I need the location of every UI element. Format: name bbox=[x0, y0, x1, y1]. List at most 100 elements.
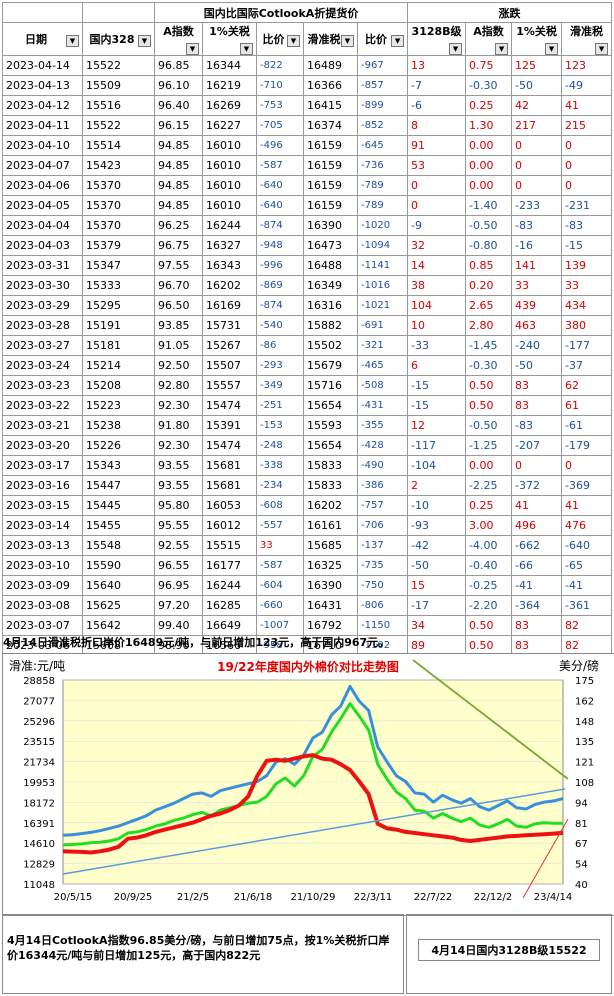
column-header[interactable]: 滑准税 ▼ bbox=[561, 22, 613, 56]
column-header[interactable]: 滑准税 ▼ bbox=[303, 22, 358, 56]
table-cell[interactable]: 16010 bbox=[202, 135, 257, 156]
table-cell[interactable]: -640 bbox=[256, 175, 304, 196]
table-cell[interactable]: -0.40 bbox=[465, 555, 513, 576]
table-cell[interactable]: -66 bbox=[511, 555, 563, 576]
table-cell[interactable]: -16 bbox=[511, 235, 563, 256]
table-cell[interactable]: 16244 bbox=[202, 215, 257, 236]
table-cell[interactable]: 91.80 bbox=[154, 415, 203, 436]
table-cell[interactable]: 16344 bbox=[202, 55, 257, 76]
table-cell[interactable]: -0.30 bbox=[465, 355, 513, 376]
table-cell[interactable]: 97.20 bbox=[154, 595, 203, 616]
table-cell[interactable]: 2023-03-10 bbox=[2, 555, 83, 576]
table-cell[interactable]: 0.50 bbox=[465, 395, 513, 416]
table-cell[interactable]: -2.25 bbox=[465, 475, 513, 496]
table-cell[interactable]: 34 bbox=[407, 615, 467, 636]
table-cell[interactable]: -508 bbox=[356, 375, 409, 396]
table-cell[interactable]: -705 bbox=[256, 115, 304, 136]
table-cell[interactable]: -996 bbox=[256, 255, 304, 276]
table-cell[interactable]: 92.55 bbox=[154, 535, 203, 556]
table-cell[interactable]: 15455 bbox=[82, 515, 155, 536]
table-cell[interactable]: -369 bbox=[561, 475, 613, 496]
table-cell[interactable]: 1.30 bbox=[465, 115, 513, 136]
table-cell[interactable]: 15333 bbox=[82, 275, 155, 296]
table-cell[interactable]: -789 bbox=[356, 195, 409, 216]
column-header[interactable]: A指数 ▼ bbox=[154, 22, 203, 56]
table-cell[interactable]: 0.25 bbox=[465, 95, 513, 116]
table-cell[interactable]: 16431 bbox=[303, 595, 358, 616]
table-cell[interactable]: 2023-04-07 bbox=[2, 155, 83, 176]
table-cell[interactable]: 92.50 bbox=[154, 355, 203, 376]
table-cell[interactable]: -753 bbox=[256, 95, 304, 116]
table-cell[interactable]: 83 bbox=[511, 375, 563, 396]
table-cell[interactable]: 2.65 bbox=[465, 295, 513, 316]
table-cell[interactable]: 61 bbox=[561, 395, 613, 416]
table-cell[interactable]: 15181 bbox=[82, 335, 155, 356]
filter-dropdown-icon[interactable]: ▼ bbox=[391, 35, 405, 47]
table-cell[interactable]: 93.55 bbox=[154, 475, 203, 496]
table-cell[interactable]: -2.20 bbox=[465, 595, 513, 616]
table-cell[interactable]: 92.30 bbox=[154, 395, 203, 416]
table-cell[interactable]: -645 bbox=[356, 135, 409, 156]
table-cell[interactable]: -41 bbox=[561, 575, 613, 596]
table-cell[interactable]: 2023-03-29 bbox=[2, 295, 83, 316]
table-cell[interactable]: 15214 bbox=[82, 355, 155, 376]
table-cell[interactable]: 2023-03-20 bbox=[2, 435, 83, 456]
table-cell[interactable]: 16159 bbox=[303, 175, 358, 196]
table-cell[interactable]: 96.15 bbox=[154, 115, 203, 136]
table-cell[interactable]: 96.40 bbox=[154, 95, 203, 116]
table-cell[interactable]: 15509 bbox=[82, 75, 155, 96]
column-header[interactable]: 1%关税 ▼ bbox=[511, 22, 563, 56]
table-cell[interactable]: 125 bbox=[511, 55, 563, 76]
table-cell[interactable]: 95.55 bbox=[154, 515, 203, 536]
table-cell[interactable]: 62 bbox=[561, 375, 613, 396]
table-cell[interactable]: -234 bbox=[256, 475, 304, 496]
table-cell[interactable]: 33 bbox=[256, 535, 304, 556]
table-cell[interactable]: 2023-04-13 bbox=[2, 75, 83, 96]
table-cell[interactable]: 13 bbox=[407, 55, 467, 76]
table-cell[interactable]: -587 bbox=[256, 555, 304, 576]
table-cell[interactable]: 141 bbox=[511, 255, 563, 276]
column-header[interactable]: 3128B级 ▼ bbox=[407, 22, 467, 56]
table-cell[interactable]: 96.55 bbox=[154, 555, 203, 576]
table-cell[interactable]: 16343 bbox=[202, 255, 257, 276]
table-cell[interactable]: -750 bbox=[356, 575, 409, 596]
table-cell[interactable]: -604 bbox=[256, 575, 304, 596]
table-cell[interactable]: 15445 bbox=[82, 495, 155, 516]
filter-dropdown-icon[interactable]: ▼ bbox=[449, 43, 463, 55]
table-cell[interactable]: 16488 bbox=[303, 255, 358, 276]
table-cell[interactable]: 95.80 bbox=[154, 495, 203, 516]
table-cell[interactable]: -207 bbox=[511, 435, 563, 456]
table-cell[interactable]: 15681 bbox=[202, 475, 257, 496]
table-cell[interactable]: 217 bbox=[511, 115, 563, 136]
table-cell[interactable]: -662 bbox=[511, 535, 563, 556]
table-cell[interactable]: 0.25 bbox=[465, 495, 513, 516]
filter-dropdown-icon[interactable]: ▼ bbox=[186, 43, 199, 55]
table-cell[interactable]: 16219 bbox=[202, 75, 257, 96]
table-cell[interactable]: -293 bbox=[256, 355, 304, 376]
table-cell[interactable]: -1.25 bbox=[465, 435, 513, 456]
table-cell[interactable]: 33 bbox=[561, 275, 613, 296]
table-cell[interactable]: -93 bbox=[407, 515, 467, 536]
column-header[interactable]: 比价 ▼ bbox=[356, 22, 409, 56]
table-cell[interactable]: 32 bbox=[407, 235, 467, 256]
table-cell[interactable]: 2023-04-11 bbox=[2, 115, 83, 136]
table-cell[interactable]: 15370 bbox=[82, 175, 155, 196]
table-cell[interactable]: 15833 bbox=[303, 455, 358, 476]
table-cell[interactable]: 2023-03-22 bbox=[2, 395, 83, 416]
table-cell[interactable]: -0.30 bbox=[465, 75, 513, 96]
table-cell[interactable]: -117 bbox=[407, 435, 467, 456]
table-cell[interactable]: 2023-03-30 bbox=[2, 275, 83, 296]
table-cell[interactable]: 16327 bbox=[202, 235, 257, 256]
table-cell[interactable]: 0 bbox=[511, 455, 563, 476]
table-cell[interactable]: -640 bbox=[256, 195, 304, 216]
table-cell[interactable]: -0.50 bbox=[465, 215, 513, 236]
table-cell[interactable]: -540 bbox=[256, 315, 304, 336]
filter-dropdown-icon[interactable]: ▼ bbox=[495, 43, 509, 55]
table-cell[interactable]: -557 bbox=[256, 515, 304, 536]
table-cell[interactable]: -15 bbox=[561, 235, 613, 256]
column-header[interactable]: A指数 ▼ bbox=[465, 22, 513, 56]
table-cell[interactable]: 15654 bbox=[303, 395, 358, 416]
table-cell[interactable]: 2023-04-10 bbox=[2, 135, 83, 156]
table-cell[interactable]: -1020 bbox=[356, 215, 409, 236]
table-cell[interactable]: 15882 bbox=[303, 315, 358, 336]
